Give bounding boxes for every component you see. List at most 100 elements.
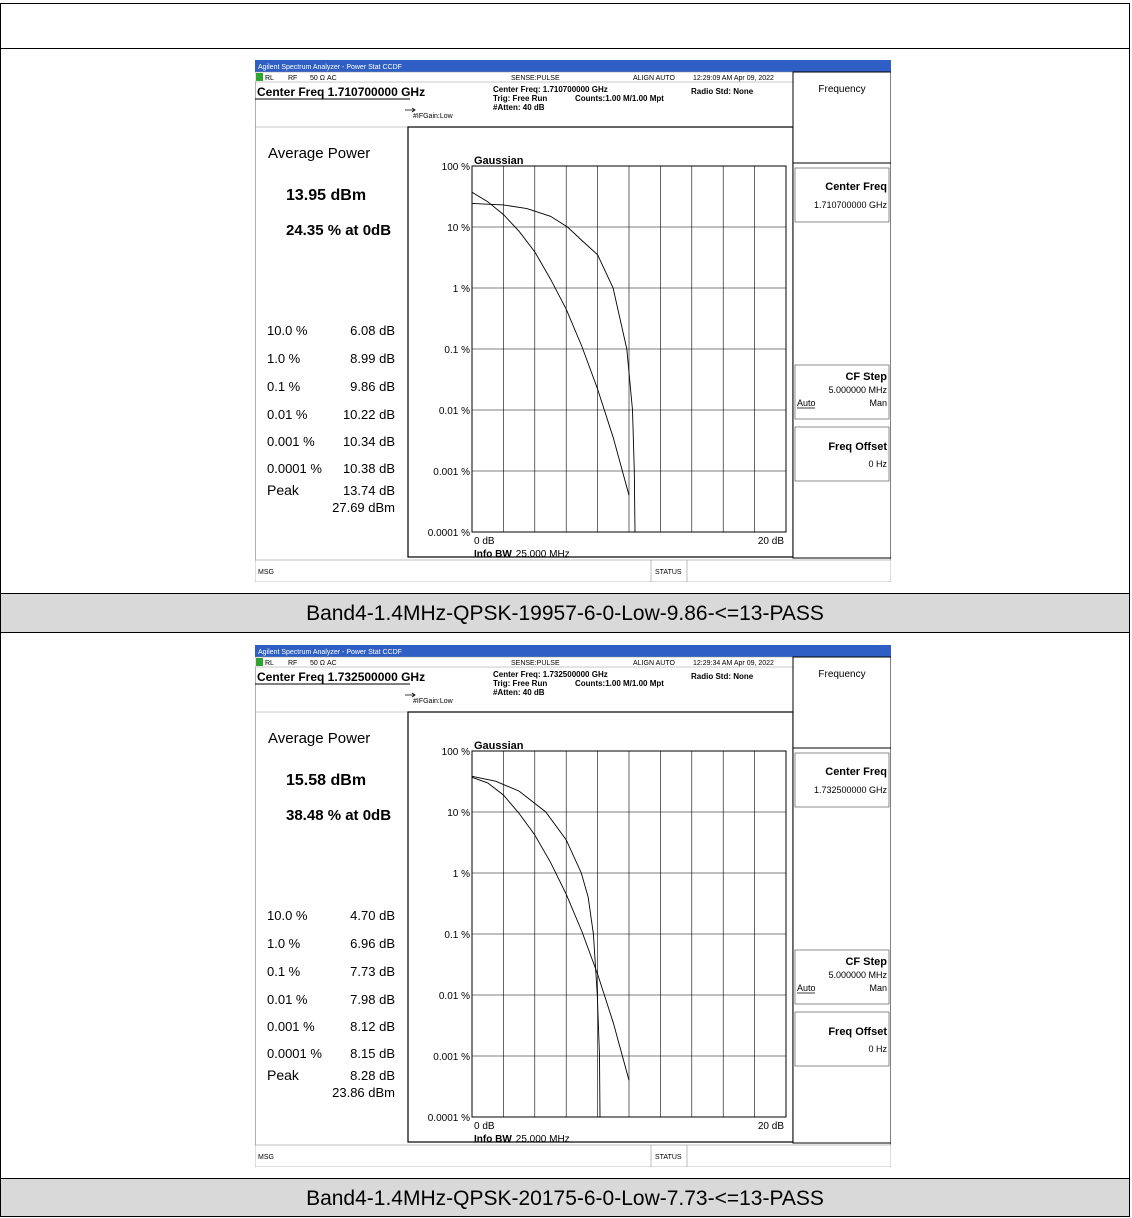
title-bar-text: Agilent Spectrum Analyzer - Power Stat C… [258, 649, 402, 656]
atten-setting: #Atten: 40 dB [493, 103, 545, 112]
status-label: STATUS [655, 1154, 682, 1161]
stat-db: 9.86 dB [350, 379, 395, 394]
freq-offset-softkey-value: 0 Hz [868, 1044, 887, 1054]
y-tick-label: 10 % [447, 808, 470, 819]
stat-db: 8.15 dB [350, 1046, 395, 1061]
chart-title: Gaussian [474, 155, 524, 167]
info-bw: Info BW 25.000 MHz [474, 1134, 570, 1145]
cf-step-softkey-value: 5.000000 MHz [828, 385, 887, 395]
impedance-indicator: 50 Ω [310, 660, 325, 667]
lxi-icon [256, 73, 263, 81]
center-freq-header: Center Freq 1.710700000 GHz [257, 85, 425, 99]
cf-step-auto-option[interactable]: Auto [797, 983, 816, 993]
trigger-setting: Trig: Free Run [493, 94, 547, 103]
table-header-row [0, 3, 1130, 49]
peak-db: 8.28 dB [350, 1068, 395, 1083]
center-freq-softkey-label: Center Freq [825, 766, 887, 778]
rf-indicator: RF [288, 660, 297, 667]
freq-offset-softkey-label: Freq Offset [828, 1026, 887, 1038]
stat-percent: 0.1 % [267, 379, 301, 394]
average-power-label: Average Power [268, 145, 370, 162]
freq-offset-softkey-label: Freq Offset [828, 441, 887, 453]
trigger-arrow-icon [405, 107, 416, 113]
cf-step-softkey-value: 5.000000 MHz [828, 970, 887, 980]
softkey-panel [792, 71, 891, 559]
stat-db: 7.98 dB [350, 992, 395, 1007]
lxi-icon [256, 658, 263, 666]
center-freq-softkey[interactable] [794, 752, 890, 808]
stat-percent: 0.01 % [267, 992, 308, 1007]
stat-db: 7.73 dB [350, 964, 395, 979]
y-tick-label: 100 % [442, 162, 470, 173]
stat-percent: 0.01 % [267, 407, 308, 422]
align-indicator: ALIGN AUTO [633, 75, 675, 82]
rl-indicator: RL [265, 75, 274, 82]
result-caption-2: Band4-1.4MHz-QPSK-20175-6-0-Low-7.73-<=1… [0, 1178, 1130, 1217]
measured-ccdf-trace [471, 775, 601, 1118]
cf-step-auto-option[interactable]: Auto [797, 398, 816, 408]
gaussian-reference-trace [471, 191, 630, 496]
y-tick-label: 0.01 % [439, 991, 470, 1002]
freq-offset-softkey[interactable] [794, 426, 890, 482]
msg-label: MSG [258, 1154, 274, 1161]
cf-step-softkey[interactable] [794, 364, 890, 420]
softkey-menu-title: Frequency [818, 669, 865, 680]
percent-at-0db: 24.35 % at 0dB [286, 222, 391, 239]
coupling-indicator: AC [327, 75, 337, 82]
stat-db: 6.96 dB [350, 936, 395, 951]
chart-title: Gaussian [474, 740, 524, 752]
freq-offset-softkey-value: 0 Hz [868, 459, 887, 469]
bottom-status-bar [255, 1144, 891, 1167]
stat-percent: 1.0 % [267, 351, 301, 366]
info-bw: Info BW 25.000 MHz [474, 549, 570, 560]
info-bw-label: Info BW [474, 549, 512, 560]
center-freq-softkey-value: 1.710700000 GHz [814, 200, 888, 210]
title-bar-text: Agilent Spectrum Analyzer - Power Stat C… [258, 64, 402, 71]
peak-label: Peak [267, 482, 300, 498]
peak-dbm: 23.86 dBm [332, 1085, 395, 1100]
x-start-label: 0 dB [474, 536, 495, 547]
stat-db: 8.12 dB [350, 1019, 395, 1034]
average-power-value: 13.95 dBm [286, 187, 366, 204]
result-caption-1: Band4-1.4MHz-QPSK-19957-6-0-Low-9.86-<=1… [0, 593, 1130, 633]
center-freq-softkey[interactable] [794, 167, 890, 223]
center-freq-setting: Center Freq: 1.710700000 GHz [493, 85, 608, 94]
impedance-indicator: 50 Ω [310, 75, 325, 82]
atten-setting: #Atten: 40 dB [493, 688, 545, 697]
stat-percent: 0.001 % [267, 434, 315, 449]
sense-indicator: SENSE:PULSE [511, 75, 560, 82]
peak-label: Peak [267, 1067, 300, 1083]
sense-indicator: SENSE:PULSE [511, 660, 560, 667]
cf-step-man-option[interactable]: Man [869, 983, 887, 993]
cf-step-softkey[interactable] [794, 949, 890, 1005]
info-bw-label: Info BW [474, 1134, 512, 1145]
bottom-status-bar [255, 559, 891, 582]
counts-setting: Counts:1.00 M/1.00 Mpt [575, 679, 664, 688]
stat-percent: 0.1 % [267, 964, 301, 979]
analyzer-screenshot-2: Agilent Spectrum Analyzer - Power Stat C… [255, 645, 891, 1167]
y-tick-label: 0.01 % [439, 406, 470, 417]
center-freq-softkey-value: 1.732500000 GHz [814, 785, 888, 795]
cf-step-man-option[interactable]: Man [869, 398, 887, 408]
stat-db: 8.99 dB [350, 351, 395, 366]
y-tick-label: 10 % [447, 223, 470, 234]
analyzer-window: Agilent Spectrum Analyzer - Power Stat C… [255, 60, 891, 582]
x-end-label: 20 dB [758, 536, 784, 547]
y-tick-label: 0.001 % [433, 467, 470, 478]
softkey-panel [792, 656, 891, 1144]
cf-step-softkey-label: CF Step [845, 956, 887, 968]
y-tick-label: 0.001 % [433, 1052, 470, 1063]
radio-std-setting: Radio Std: None [691, 672, 754, 681]
stat-db: 10.22 dB [343, 407, 395, 422]
freq-offset-softkey[interactable] [794, 1011, 890, 1067]
stat-percent: 1.0 % [267, 936, 301, 951]
analyzer-screenshot-1: Agilent Spectrum Analyzer - Power Stat C… [255, 60, 891, 582]
stat-percent: 10.0 % [267, 908, 308, 923]
msg-label: MSG [258, 569, 274, 576]
center-freq-header: Center Freq 1.732500000 GHz [257, 670, 425, 684]
counts-setting: Counts:1.00 M/1.00 Mpt [575, 94, 664, 103]
y-tick-label: 1 % [453, 869, 470, 880]
peak-dbm: 27.69 dBm [332, 500, 395, 515]
gaussian-reference-trace [471, 776, 630, 1081]
